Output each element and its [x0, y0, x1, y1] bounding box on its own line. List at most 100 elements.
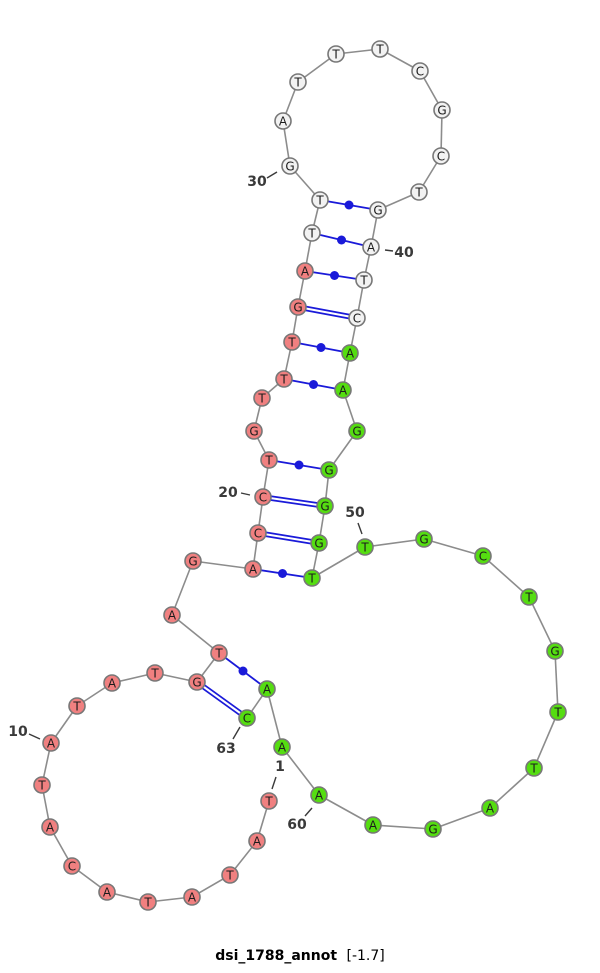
nucleotide-4-A[interactable]: A [183, 888, 201, 906]
nucleotide-circle[interactable] [546, 642, 564, 660]
nucleotide-13-T[interactable]: T [146, 664, 164, 682]
nucleotide-17-G[interactable]: G [184, 552, 202, 570]
nucleotide-circle[interactable] [303, 569, 321, 587]
nucleotide-circle[interactable] [249, 524, 267, 542]
nucleotide-49-T[interactable]: T [303, 569, 321, 587]
nucleotide-62-A[interactable]: A [258, 680, 276, 698]
nucleotide-24-T[interactable]: T [275, 370, 293, 388]
nucleotide-35-C[interactable]: C [411, 62, 429, 80]
nucleotide-circle[interactable] [320, 461, 338, 479]
nucleotide-circle[interactable] [369, 201, 387, 219]
nucleotide-circle[interactable] [221, 866, 239, 884]
nucleotide-33-T[interactable]: T [327, 45, 345, 63]
nucleotide-36-G[interactable]: G [433, 101, 451, 119]
nucleotide-circle[interactable] [42, 734, 60, 752]
nucleotide-circle[interactable] [424, 820, 442, 838]
nucleotide-circle[interactable] [146, 664, 164, 682]
nucleotide-45-G[interactable]: G [348, 422, 366, 440]
nucleotide-43-A[interactable]: A [341, 344, 359, 362]
nucleotide-38-T[interactable]: T [410, 183, 428, 201]
nucleotide-circle[interactable] [364, 816, 382, 834]
nucleotide-32-T[interactable]: T [289, 73, 307, 91]
nucleotide-7-C[interactable]: C [63, 857, 81, 875]
nucleotide-circle[interactable] [348, 309, 366, 327]
nucleotide-circle[interactable] [184, 552, 202, 570]
nucleotide-circle[interactable] [371, 40, 389, 58]
nucleotide-circle[interactable] [356, 538, 374, 556]
nucleotide-14-G[interactable]: G [188, 673, 206, 691]
nucleotide-60-A[interactable]: A [310, 786, 328, 804]
nucleotide-circle[interactable] [310, 786, 328, 804]
nucleotide-circle[interactable] [183, 888, 201, 906]
nucleotide-51-G[interactable]: G [415, 530, 433, 548]
nucleotide-61-A[interactable]: A [273, 738, 291, 756]
nucleotide-25-T[interactable]: T [283, 333, 301, 351]
nucleotide-48-G[interactable]: G [310, 534, 328, 552]
nucleotide-29-T[interactable]: T [311, 191, 329, 209]
nucleotide-57-A[interactable]: A [481, 799, 499, 817]
nucleotide-circle[interactable] [411, 62, 429, 80]
nucleotide-41-T[interactable]: T [355, 271, 373, 289]
nucleotide-circle[interactable] [341, 344, 359, 362]
nucleotide-16-A[interactable]: A [163, 606, 181, 624]
nucleotide-circle[interactable] [260, 451, 278, 469]
nucleotide-circle[interactable] [348, 422, 366, 440]
nucleotide-12-A[interactable]: A [103, 674, 121, 692]
nucleotide-56-T[interactable]: T [525, 759, 543, 777]
nucleotide-circle[interactable] [310, 534, 328, 552]
nucleotide-30-G[interactable]: G [281, 157, 299, 175]
nucleotide-circle[interactable] [238, 709, 256, 727]
nucleotide-circle[interactable] [68, 697, 86, 715]
nucleotide-circle[interactable] [316, 497, 334, 515]
nucleotide-circle[interactable] [433, 101, 451, 119]
nucleotide-10-A[interactable]: A [42, 734, 60, 752]
nucleotide-circle[interactable] [289, 298, 307, 316]
nucleotide-circle[interactable] [327, 45, 345, 63]
nucleotide-circle[interactable] [163, 606, 181, 624]
nucleotide-59-A[interactable]: A [364, 816, 382, 834]
nucleotide-circle[interactable] [289, 73, 307, 91]
nucleotide-2-A[interactable]: A [248, 832, 266, 850]
nucleotide-circle[interactable] [481, 799, 499, 817]
nucleotide-circle[interactable] [334, 381, 352, 399]
nucleotide-27-A[interactable]: A [296, 262, 314, 280]
nucleotide-circle[interactable] [253, 389, 271, 407]
nucleotide-18-A[interactable]: A [244, 560, 262, 578]
nucleotide-circle[interactable] [296, 262, 314, 280]
nucleotide-42-C[interactable]: C [348, 309, 366, 327]
nucleotide-circle[interactable] [210, 644, 228, 662]
nucleotide-circle[interactable] [244, 560, 262, 578]
nucleotide-28-T[interactable]: T [303, 224, 321, 242]
nucleotide-circle[interactable] [98, 883, 116, 901]
nucleotide-circle[interactable] [283, 333, 301, 351]
nucleotide-31-A[interactable]: A [274, 112, 292, 130]
nucleotide-53-T[interactable]: T [520, 588, 538, 606]
nucleotide-circle[interactable] [139, 893, 157, 911]
nucleotide-23-T[interactable]: T [253, 389, 271, 407]
nucleotide-58-G[interactable]: G [424, 820, 442, 838]
nucleotide-8-A[interactable]: A [41, 818, 59, 836]
nucleotide-46-G[interactable]: G [320, 461, 338, 479]
nucleotide-50-T[interactable]: T [356, 538, 374, 556]
nucleotide-6-A[interactable]: A [98, 883, 116, 901]
nucleotide-circle[interactable] [254, 488, 272, 506]
nucleotide-circle[interactable] [188, 673, 206, 691]
nucleotide-circle[interactable] [549, 703, 567, 721]
nucleotide-circle[interactable] [248, 832, 266, 850]
nucleotide-circle[interactable] [474, 547, 492, 565]
nucleotide-1-T[interactable]: T [260, 792, 278, 810]
nucleotide-54-G[interactable]: G [546, 642, 564, 660]
nucleotide-3-T[interactable]: T [221, 866, 239, 884]
nucleotide-19-C[interactable]: C [249, 524, 267, 542]
nucleotide-circle[interactable] [260, 792, 278, 810]
nucleotide-circle[interactable] [311, 191, 329, 209]
nucleotide-circle[interactable] [33, 776, 51, 794]
nucleotide-21-T[interactable]: T [260, 451, 278, 469]
nucleotide-39-G[interactable]: G [369, 201, 387, 219]
nucleotide-circle[interactable] [362, 238, 380, 256]
nucleotide-circle[interactable] [245, 422, 263, 440]
nucleotide-34-T[interactable]: T [371, 40, 389, 58]
nucleotide-circle[interactable] [275, 370, 293, 388]
